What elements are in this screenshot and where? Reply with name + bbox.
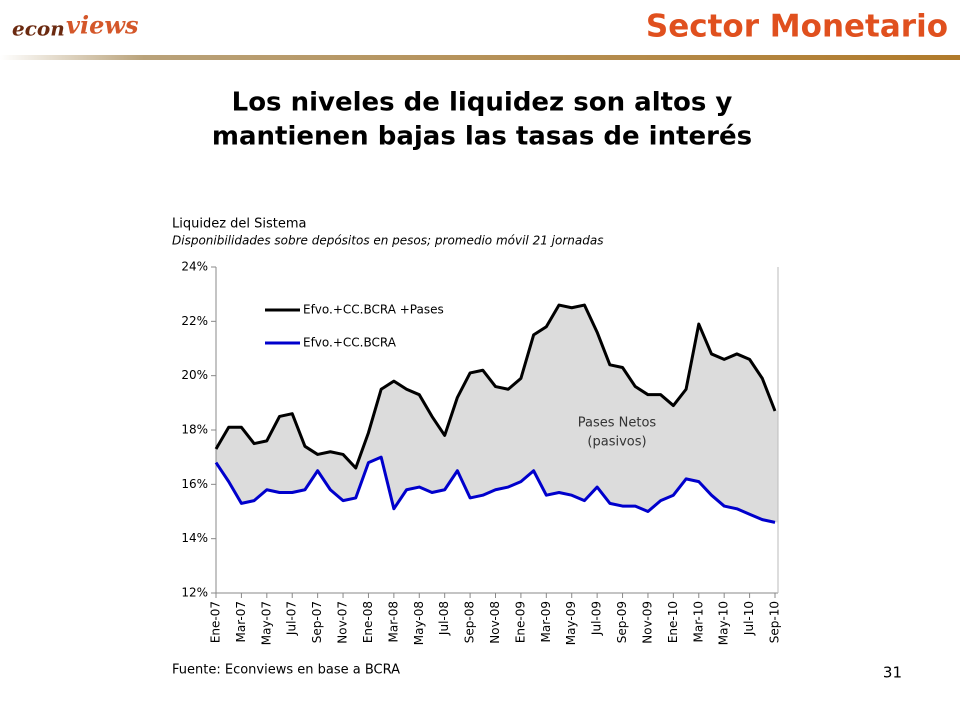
x-tick-label: Ene-10 xyxy=(666,601,680,643)
series-line xyxy=(214,303,777,470)
y-tick-label: 12% xyxy=(181,586,208,600)
x-tick-label: May-09 xyxy=(564,601,578,645)
chart-title: Liquidez del Sistema xyxy=(172,217,307,232)
x-tick-label: Jul-07 xyxy=(285,601,299,636)
x-tick-label: Ene-08 xyxy=(361,601,375,643)
y-tick-label: 16% xyxy=(181,477,208,491)
logo-econ: econ xyxy=(12,17,65,41)
source: Fuente: Econviews en base a BCRA xyxy=(172,663,400,678)
legend-label: Efvo.+CC.BCRA xyxy=(303,336,397,350)
annotation: (pasivos) xyxy=(587,435,646,450)
y-tick-label: 24% xyxy=(181,260,208,274)
x-tick-label: Mar-07 xyxy=(234,601,248,642)
y-tick-label: 14% xyxy=(181,531,208,545)
chart-subtitle: Disponibilidades sobre depósitos en peso… xyxy=(172,234,603,248)
annotation: Pases Netos xyxy=(578,416,657,431)
x-tick-label: May-07 xyxy=(259,601,273,645)
x-tick-label: Mar-09 xyxy=(539,601,553,642)
x-tick-label: Nov-08 xyxy=(488,601,502,644)
x-tick-label: Ene-09 xyxy=(513,601,527,643)
x-tick-label: May-10 xyxy=(717,601,731,645)
legend-label: Efvo.+CC.BCRA +Pases xyxy=(303,303,444,317)
header-rule xyxy=(0,55,960,60)
x-tick-label: Nov-09 xyxy=(640,601,654,644)
y-tick-label: 22% xyxy=(181,314,208,328)
x-tick-label: Jul-08 xyxy=(437,601,451,636)
y-tick-label: 18% xyxy=(181,423,208,437)
section-title: Sector Monetario xyxy=(646,9,948,45)
x-tick-label: Sep-10 xyxy=(768,601,782,643)
y-tick-label: 20% xyxy=(181,368,208,382)
page-number: 31 xyxy=(883,664,902,682)
x-tick-label: Mar-10 xyxy=(691,601,705,642)
x-tick-label: Nov-07 xyxy=(336,601,350,644)
slide-title: Los niveles de liquidez son altos y xyxy=(232,88,733,118)
x-tick-label: Jul-10 xyxy=(742,601,756,636)
x-tick-label: Ene-07 xyxy=(209,601,223,643)
x-tick-label: May-08 xyxy=(412,601,426,645)
logo-views: views xyxy=(66,11,139,40)
x-tick-label: Sep-07 xyxy=(310,601,324,643)
x-tick-label: Mar-08 xyxy=(386,601,400,642)
series-line xyxy=(214,455,776,524)
x-tick-label: Sep-09 xyxy=(615,601,629,643)
x-tick-label: Jul-09 xyxy=(590,601,604,636)
x-tick-label: Sep-08 xyxy=(463,601,477,643)
slide-title: mantienen bajas las tasas de interés xyxy=(212,122,752,152)
